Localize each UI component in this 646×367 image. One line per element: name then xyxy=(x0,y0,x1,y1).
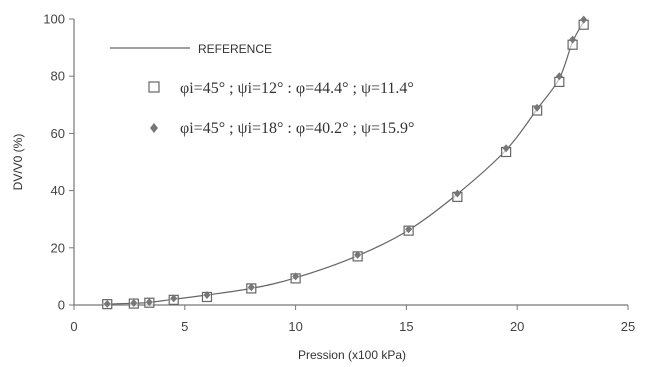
data-point-diamond xyxy=(247,283,255,292)
data-point-diamond xyxy=(203,291,211,299)
y-axis-title: DV/V0 (%) xyxy=(11,134,25,191)
axes xyxy=(73,19,628,306)
data-point-diamond xyxy=(354,250,362,259)
data-point-diamond xyxy=(555,72,563,81)
legend-label-series-1: φi=45° ; ψi=12° : φ=44.4° ; ψ=11.4° xyxy=(180,80,414,97)
y-ticks: 0 20 40 60 80 100 xyxy=(43,12,74,313)
legend-item-series-2: φi=45° ; ψi=18° : φ=40.2° ; ψ=15.9° xyxy=(150,120,414,137)
data-point-diamond xyxy=(130,299,138,307)
x-tick-label: 25 xyxy=(621,319,635,334)
y-tick-label: 80 xyxy=(51,69,65,84)
data-point-diamond xyxy=(580,15,588,24)
y-tick-label: 100 xyxy=(43,12,65,27)
x-tick-label: 0 xyxy=(70,319,77,334)
x-axis-title: Pression (x100 kPa) xyxy=(298,348,406,362)
legend-swatch-filled-diamond xyxy=(150,123,158,133)
data-point-diamond xyxy=(569,35,577,44)
legend-label-series-2: φi=45° ; ψi=18° : φ=40.2° ; ψ=15.9° xyxy=(180,120,414,137)
legend: REFERENCE φi=45° ; ψi=12° : φ=44.4° ; ψ=… xyxy=(110,42,414,137)
y-tick-label: 60 xyxy=(51,126,65,141)
data-point-diamond xyxy=(145,298,153,307)
x-tick-label: 15 xyxy=(399,319,413,334)
data-point-diamond xyxy=(170,294,178,303)
data-point-diamond xyxy=(502,144,510,153)
data-point-diamond xyxy=(453,189,461,198)
reference-curve xyxy=(107,21,585,305)
legend-item-series-1: φi=45° ; ψi=12° : φ=44.4° ; ψ=11.4° xyxy=(148,80,414,97)
x-ticks: 0 5 10 15 20 25 xyxy=(70,305,635,334)
x-tick-label: 5 xyxy=(181,319,188,334)
legend-label-reference: REFERENCE xyxy=(198,42,272,56)
plot-area xyxy=(102,15,589,310)
data-point-diamond xyxy=(292,272,300,281)
data-point-diamond xyxy=(103,299,111,308)
y-tick-label: 20 xyxy=(51,240,65,255)
legend-item-reference: REFERENCE xyxy=(110,42,272,56)
data-point-diamond xyxy=(533,103,541,112)
y-tick-label: 40 xyxy=(51,183,65,198)
data-point-diamond xyxy=(405,225,413,234)
x-tick-label: 10 xyxy=(288,319,302,334)
legend-swatch-open-square xyxy=(148,81,160,93)
x-tick-label: 20 xyxy=(510,319,524,334)
y-tick-label: 0 xyxy=(58,298,65,313)
